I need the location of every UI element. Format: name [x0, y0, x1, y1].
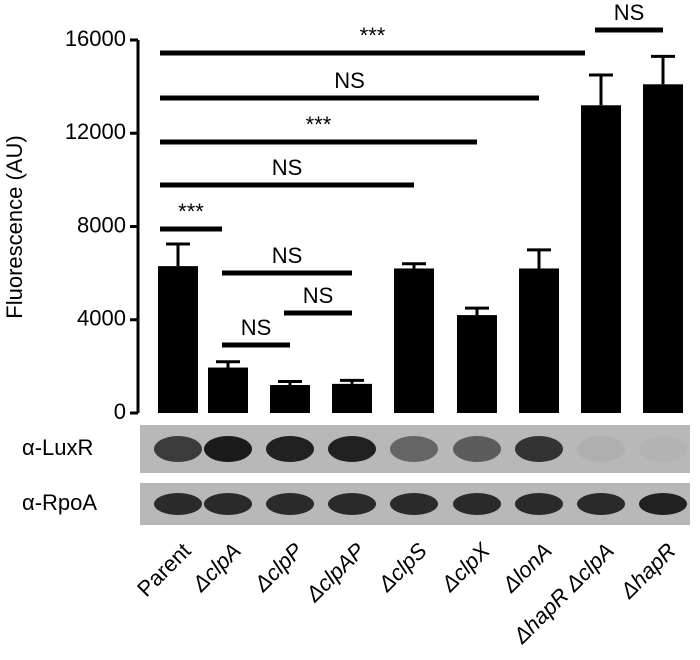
x-tick-label: ΔhapR: [615, 538, 681, 604]
x-tick-label: ΔclpP: [249, 538, 308, 597]
x-tick-label: ΔclpA: [187, 538, 246, 597]
y-tick-label: 16000: [65, 26, 126, 51]
bar: [519, 268, 559, 413]
y-tick-label: 4000: [77, 306, 126, 331]
blot-band: [328, 436, 376, 462]
bar: [581, 105, 621, 414]
blot-band: [204, 493, 252, 515]
significance-label: NS: [303, 283, 334, 308]
y-tick-label: 0: [114, 399, 126, 424]
blot-band: [266, 493, 314, 515]
significance-label: NS: [614, 0, 645, 25]
significance-label: ***: [360, 23, 386, 48]
x-tick-label: ΔclpAP: [300, 538, 370, 608]
significance-label: NS: [334, 68, 365, 93]
error-bar: [216, 360, 240, 368]
blot-band: [266, 436, 314, 462]
blot-band: [390, 436, 438, 462]
y-tick-label: 12000: [65, 119, 126, 144]
x-tick-label: ΔclpX: [436, 537, 496, 597]
error-bar: [166, 242, 190, 267]
blot-band: [639, 436, 687, 462]
x-tick-label: Parent: [132, 538, 196, 602]
y-axis-title: Fluorescence (AU): [2, 135, 27, 318]
error-bar: [278, 380, 302, 386]
blot-band: [154, 493, 202, 515]
x-tick-label: ΔclpS: [373, 538, 432, 597]
significance-label: NS: [241, 315, 272, 340]
blot-band: [577, 436, 625, 462]
blot-band: [390, 493, 438, 515]
bar: [332, 383, 372, 413]
error-bar: [402, 262, 426, 269]
blot-label: α-RpoA: [22, 490, 97, 515]
error-bar: [589, 73, 613, 106]
blot-band: [204, 436, 252, 462]
error-bar: [340, 378, 364, 384]
blot-band: [639, 493, 687, 515]
error-bar: [465, 306, 489, 316]
blot-band: [515, 436, 563, 462]
x-tick-label: ΔlonA: [497, 538, 557, 598]
bar: [394, 268, 434, 413]
bar: [158, 266, 198, 413]
blot-band: [328, 493, 376, 515]
error-bar: [527, 248, 551, 269]
blot-band: [154, 436, 202, 462]
y-tick-label: 8000: [77, 212, 126, 237]
bar: [208, 367, 248, 413]
blot-band: [577, 493, 625, 515]
blot-band: [453, 436, 501, 462]
bar: [270, 385, 310, 413]
blot-band: [515, 493, 563, 515]
error-bar: [651, 54, 675, 85]
bar: [457, 315, 497, 413]
blot-label: α-LuxR: [22, 435, 93, 460]
blot-band: [453, 493, 501, 515]
significance-label: ***: [178, 199, 204, 224]
significance-label: ***: [306, 112, 332, 137]
significance-label: NS: [272, 155, 303, 180]
bar: [643, 84, 683, 413]
significance-label: NS: [272, 243, 303, 268]
